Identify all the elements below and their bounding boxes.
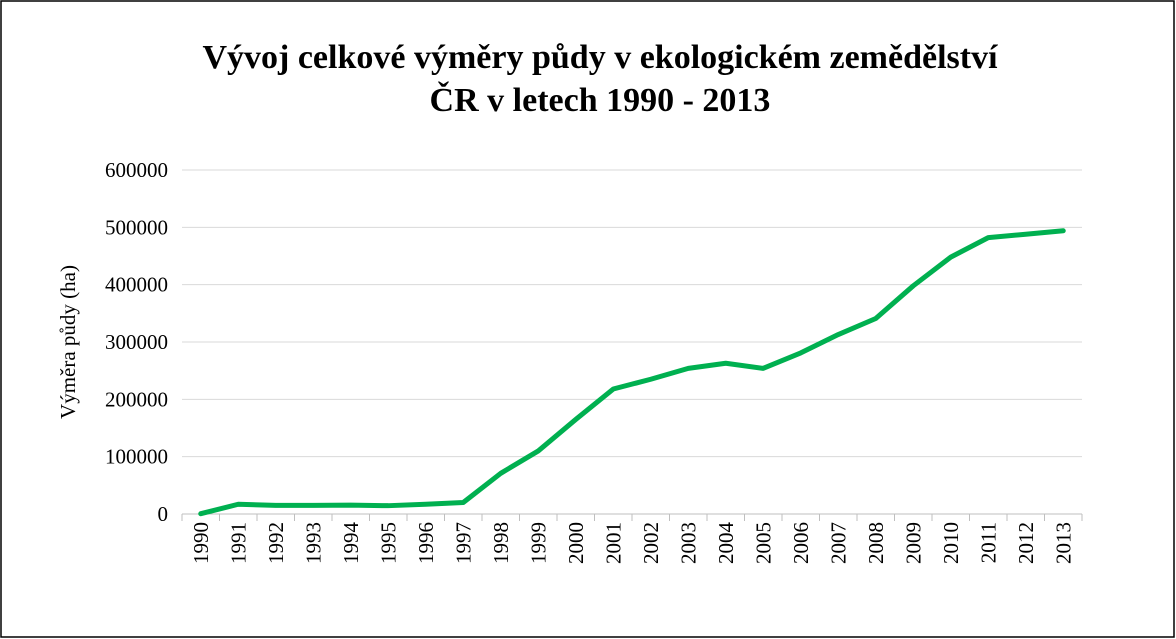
x-tick-label: 2004	[714, 522, 738, 565]
x-tick-label: 1996	[414, 522, 438, 564]
x-tick-label: 2010	[939, 522, 963, 564]
x-tick-label: 2008	[864, 522, 888, 564]
x-tick-label: 2006	[789, 522, 813, 564]
x-tick-label: 1990	[189, 522, 213, 564]
y-axis-label: Výměra půdy (ha)	[56, 265, 80, 419]
y-tick-label: 100000	[105, 445, 168, 469]
y-tick-label: 0	[158, 502, 169, 526]
x-tick-label: 1997	[451, 522, 475, 564]
chart-title: Vývoj celkové výměry půdy v ekologickém …	[202, 39, 998, 76]
data-line	[198, 228, 1066, 517]
x-tick-label: 2013	[1051, 522, 1075, 564]
x-tick-label: 1993	[301, 522, 325, 564]
x-tick-label: 1999	[526, 522, 550, 564]
x-tick-label: 2002	[639, 522, 663, 564]
x-tick-label: 1992	[264, 522, 288, 564]
x-tick-label: 2009	[901, 522, 925, 564]
x-tick-label: 2000	[564, 522, 588, 564]
x-tick-label: 2001	[601, 522, 625, 564]
x-tick-label: 2012	[1014, 522, 1038, 564]
x-tick-label: 1998	[489, 522, 513, 564]
x-tick-label: 1995	[376, 522, 400, 564]
x-tick-label: 2007	[826, 522, 850, 564]
y-tick-label: 300000	[105, 330, 168, 354]
x-tick-label: 1994	[339, 522, 363, 565]
x-tick-label: 2011	[976, 522, 1000, 563]
chart-title: ČR v letech 1990 - 2013	[430, 81, 771, 119]
y-tick-label: 400000	[105, 273, 168, 297]
x-tick-label: 2005	[751, 522, 775, 564]
y-tick-label: 200000	[105, 387, 168, 411]
y-tick-label: 600000	[105, 158, 168, 182]
y-tick-label: 500000	[105, 215, 168, 239]
x-tick-label: 2003	[676, 522, 700, 564]
x-tick-label: 1991	[226, 522, 250, 564]
